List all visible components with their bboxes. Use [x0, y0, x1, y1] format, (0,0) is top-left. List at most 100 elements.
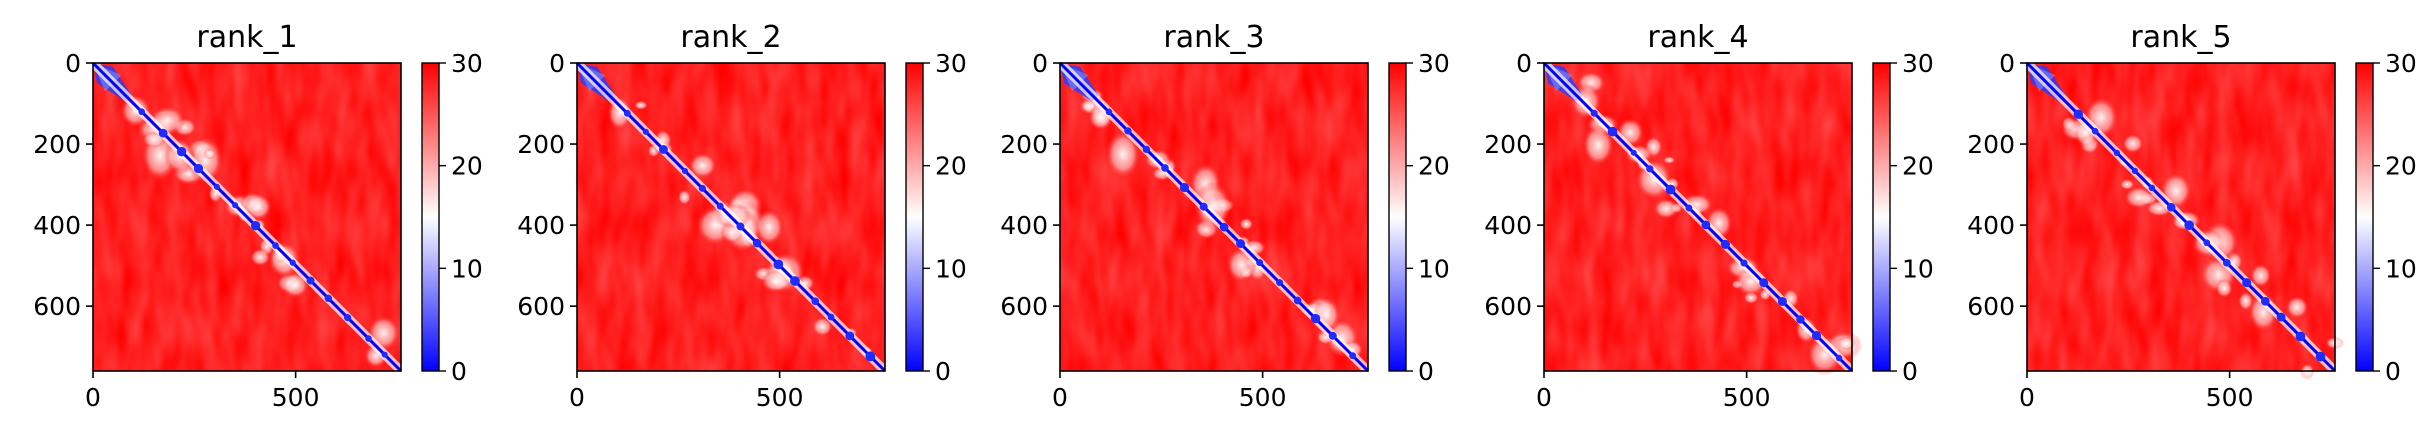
- heatmap: [89, 59, 405, 375]
- y-tick-label: 400: [517, 211, 565, 240]
- diagonal-contact: [324, 294, 333, 303]
- diagonal-contact: [845, 331, 855, 341]
- diagonal-contact: [1161, 164, 1169, 172]
- diagonal-contact: [176, 146, 187, 157]
- colorbar-tick-label: 20: [935, 152, 967, 181]
- diagonal-contact: [365, 335, 372, 342]
- diagonal-contact: [1646, 165, 1654, 173]
- diagonal-contact: [1236, 239, 1246, 249]
- colorbar-tick-label: 30: [2385, 49, 2417, 78]
- diagonal-contact: [306, 276, 315, 285]
- diagonal-contact: [1665, 184, 1676, 195]
- contact-patch: [754, 208, 785, 247]
- panel-5: rank_5 0 200 400 600 0 500 0 10 20 30: [1967, 20, 2417, 412]
- diagonal-contact: [250, 220, 261, 231]
- y-tick-label: 200: [1967, 130, 2015, 159]
- colorbar-tick-label: 30: [1902, 49, 1934, 78]
- colorbar-gradient: [2355, 62, 2374, 372]
- colorbar-tick-label: 10: [1418, 254, 1450, 283]
- diagonal-contact: [193, 163, 204, 174]
- x-tick-label: 500: [756, 383, 804, 412]
- contact-patch: [2123, 185, 2155, 210]
- y-tick-label: 0: [1032, 49, 1048, 78]
- diagonal-contact: [1701, 220, 1711, 230]
- axes-frame: [2026, 62, 2336, 372]
- y-tick-label: 600: [1484, 292, 1532, 321]
- contact-patch: [2121, 133, 2144, 154]
- diagonal-contact: [1276, 279, 1284, 287]
- colorbar-gradient: [421, 62, 440, 372]
- heatmap: [1056, 59, 1372, 375]
- colorbar: 0 10 20 30: [421, 49, 483, 386]
- diagonal-contact: [1310, 313, 1321, 324]
- diagonal-contact: [1199, 202, 1208, 211]
- diagonal-contact: [752, 238, 762, 248]
- colorbar-gradient: [1388, 62, 1407, 372]
- y-tick-label: 600: [33, 292, 81, 321]
- colorbar: 0 10 20 30: [1388, 49, 1450, 386]
- contact-patch: [2285, 295, 2309, 319]
- panel-2: rank_2 0 200 400 600 0 500 0 10 20 30: [517, 20, 967, 412]
- diagonal-contact: [232, 202, 239, 209]
- axes-frame: [1059, 62, 1369, 372]
- colorbar-gradient: [905, 62, 924, 372]
- axes-frame: [92, 62, 402, 372]
- x-tick-label: 0: [569, 383, 585, 412]
- colorbar-tick-label: 20: [1418, 152, 1450, 181]
- diagonal-contact: [623, 109, 631, 117]
- diagonal-contact: [1796, 315, 1805, 324]
- diagonal-contact: [2223, 259, 2231, 267]
- x-tick-label: 0: [2019, 383, 2035, 412]
- contact-patch: [1806, 334, 1844, 376]
- diagonal-contact: [344, 314, 352, 322]
- panel-title: rank_2: [680, 20, 781, 55]
- diagonal-contact: [1293, 296, 1302, 305]
- diagonal-contact: [1105, 108, 1113, 116]
- y-tick-label: 200: [33, 130, 81, 159]
- diagonal-contact: [158, 128, 168, 138]
- axes-frame: [576, 62, 886, 372]
- diagonal-contact: [1179, 182, 1190, 193]
- diagonal-contact: [2113, 149, 2121, 157]
- y-tick-label: 0: [1999, 49, 2015, 78]
- diagonal-contact: [1685, 204, 1693, 212]
- diagonal-contact: [1142, 145, 1151, 154]
- contact-patch: [811, 316, 834, 337]
- colorbar-tick-label: 0: [2385, 357, 2401, 386]
- colorbar-tick-label: 30: [1418, 49, 1450, 78]
- diagonal-contact: [658, 144, 668, 154]
- diagonal-contact: [381, 351, 388, 358]
- diagonal-contact: [1256, 259, 1264, 267]
- diagonal-contact: [2242, 278, 2252, 288]
- colorbar-tick-label: 0: [1418, 357, 1434, 386]
- diagonal-contact: [1835, 354, 1843, 362]
- y-tick-label: 600: [517, 292, 565, 321]
- contact-patch: [1663, 156, 1676, 164]
- colorbar: 0 10 20 30: [1872, 49, 1934, 386]
- diagonal-contact: [716, 202, 724, 210]
- contact-patch: [2215, 278, 2234, 299]
- diagonal-contact: [2315, 351, 2326, 362]
- diagonal-contact: [736, 222, 745, 231]
- contact-patch: [243, 193, 273, 221]
- colorbar-tick-label: 10: [935, 254, 967, 283]
- diagonal-contact: [698, 184, 706, 192]
- contact-patch: [1238, 217, 1254, 231]
- panel-1: rank_1 0 200 400 600 0 500 0 10 20 30: [33, 20, 483, 412]
- contact-patch: [1105, 129, 1141, 180]
- diagonal-contact: [2203, 239, 2211, 247]
- y-tick-label: 600: [1000, 292, 1048, 321]
- heatmap: [1540, 59, 1863, 376]
- diagonal-contact: [2166, 202, 2176, 212]
- panel-title: rank_4: [1647, 20, 1748, 55]
- diagonal-contact: [2073, 109, 2084, 120]
- diagonal-contact: [1349, 352, 1357, 360]
- colorbar-tick-label: 10: [451, 254, 483, 283]
- contact-patch: [1653, 198, 1680, 220]
- contact-patch: [1581, 123, 1615, 167]
- diagonal-contact: [289, 259, 296, 266]
- diagonal-contact: [827, 313, 835, 321]
- panel-title: rank_5: [2130, 20, 2231, 55]
- colorbar-tick-label: 10: [1902, 254, 1934, 283]
- panel-4: rank_4 0 200 400 600 0 500 0 10 20 30: [1484, 20, 1934, 412]
